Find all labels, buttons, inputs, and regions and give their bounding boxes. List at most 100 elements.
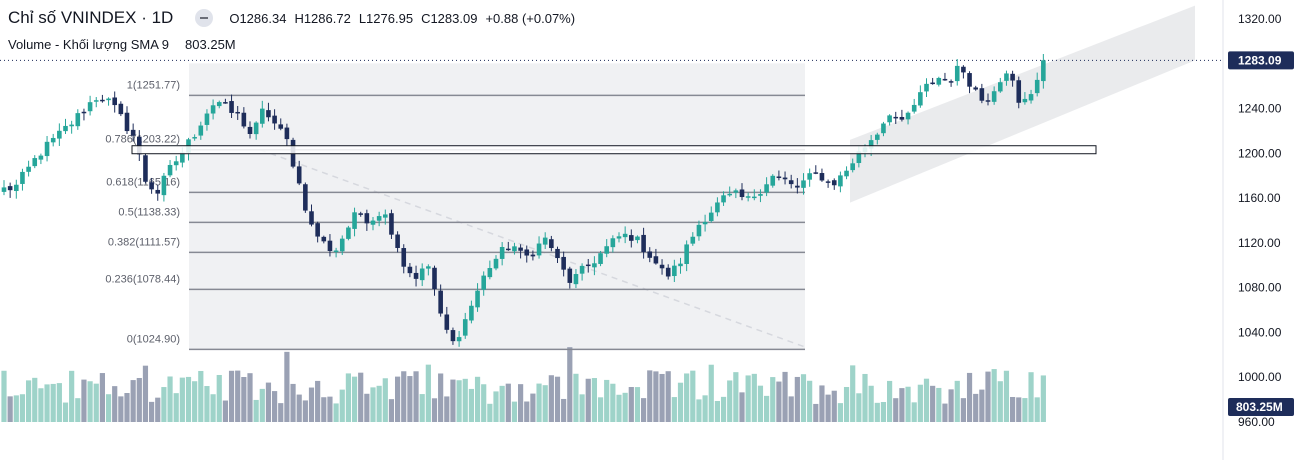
candle-down[interactable]: [143, 155, 148, 182]
candle-up[interactable]: [1041, 60, 1046, 82]
candle-up[interactable]: [87, 102, 93, 112]
candle-up[interactable]: [881, 123, 886, 134]
candle-up[interactable]: [616, 236, 622, 239]
candle-down[interactable]: [825, 181, 831, 183]
candle-down[interactable]: [788, 180, 794, 185]
candle-down[interactable]: [665, 267, 671, 277]
candle-up[interactable]: [1022, 98, 1028, 103]
candle-up[interactable]: [419, 268, 425, 281]
candle-down[interactable]: [149, 182, 154, 190]
candle-down[interactable]: [112, 97, 117, 106]
candle-up[interactable]: [20, 171, 25, 184]
candle-up[interactable]: [684, 244, 689, 264]
candle-up[interactable]: [475, 290, 480, 308]
candle-down[interactable]: [973, 87, 978, 90]
candle-down[interactable]: [549, 239, 554, 249]
candle-up[interactable]: [1004, 73, 1009, 81]
candle-up[interactable]: [26, 166, 31, 172]
candle-down[interactable]: [413, 272, 419, 279]
rectangle-drawing[interactable]: [131, 145, 1097, 155]
candle-down[interactable]: [782, 177, 788, 180]
candle-up[interactable]: [50, 137, 56, 143]
candle-up[interactable]: [672, 265, 677, 277]
candle-up[interactable]: [260, 108, 265, 124]
candle-down[interactable]: [130, 129, 136, 136]
candle-up[interactable]: [63, 125, 68, 132]
candle-down[interactable]: [629, 235, 634, 241]
candle-down[interactable]: [659, 264, 665, 269]
candle-up[interactable]: [333, 250, 339, 253]
candle-up[interactable]: [708, 212, 714, 222]
candle-up[interactable]: [1, 187, 7, 192]
candle-down[interactable]: [561, 256, 566, 270]
candle-up[interactable]: [536, 243, 542, 256]
candle-down[interactable]: [266, 110, 271, 118]
candle-up[interactable]: [850, 163, 855, 171]
candle-up[interactable]: [764, 184, 769, 193]
candle-up[interactable]: [426, 266, 431, 269]
candle-up[interactable]: [998, 82, 1003, 92]
candle-up[interactable]: [936, 77, 942, 85]
candle-up[interactable]: [339, 238, 345, 252]
candle-up[interactable]: [911, 104, 917, 112]
candle-down[interactable]: [278, 124, 284, 129]
candle-up[interactable]: [604, 246, 609, 254]
candle-down[interactable]: [81, 111, 87, 114]
candle-down[interactable]: [942, 78, 948, 81]
candle-up[interactable]: [493, 258, 499, 269]
candle-up[interactable]: [69, 124, 74, 127]
candle-down[interactable]: [567, 268, 573, 283]
candle-up[interactable]: [106, 98, 111, 101]
candle-up[interactable]: [383, 214, 388, 218]
candle-up[interactable]: [905, 112, 911, 120]
candle-down[interactable]: [653, 256, 659, 264]
candle-up[interactable]: [93, 100, 99, 102]
candle-up[interactable]: [678, 263, 683, 267]
candle-up[interactable]: [75, 113, 81, 127]
candle-up[interactable]: [598, 253, 603, 264]
candle-down[interactable]: [364, 213, 370, 224]
candle-down[interactable]: [7, 186, 13, 191]
candle-down[interactable]: [1016, 80, 1022, 103]
candle-down[interactable]: [247, 126, 253, 134]
candle-down[interactable]: [272, 115, 277, 124]
candle-up[interactable]: [690, 236, 696, 244]
candle-down[interactable]: [296, 166, 302, 184]
candle-up[interactable]: [610, 238, 616, 248]
candle-down[interactable]: [893, 116, 899, 119]
candle-up[interactable]: [924, 83, 929, 92]
candle-up[interactable]: [807, 173, 812, 180]
candle-up[interactable]: [370, 220, 376, 225]
candle-down[interactable]: [407, 266, 413, 274]
candle-down[interactable]: [438, 290, 443, 314]
candle-up[interactable]: [918, 92, 923, 106]
candle-down[interactable]: [309, 211, 314, 225]
candle-up[interactable]: [38, 155, 44, 160]
candle-up[interactable]: [44, 141, 50, 157]
candle-up[interactable]: [204, 113, 210, 125]
candle-up[interactable]: [721, 195, 726, 203]
candle-up[interactable]: [758, 194, 763, 196]
candle-up[interactable]: [702, 221, 708, 225]
candle-down[interactable]: [555, 248, 560, 259]
candle-up[interactable]: [752, 196, 757, 199]
candle-up[interactable]: [487, 268, 493, 278]
candle-up[interactable]: [696, 224, 702, 237]
candle-down[interactable]: [899, 116, 905, 120]
candle-up[interactable]: [622, 233, 628, 238]
candle-up[interactable]: [253, 122, 259, 135]
candle-down[interactable]: [961, 66, 966, 73]
candle-down[interactable]: [948, 81, 954, 83]
candle-down[interactable]: [506, 248, 511, 251]
candle-down[interactable]: [100, 99, 105, 102]
candle-up[interactable]: [32, 158, 38, 167]
candle-down[interactable]: [389, 213, 394, 235]
candle-down[interactable]: [776, 176, 782, 178]
candle-down[interactable]: [518, 247, 523, 251]
candle-up[interactable]: [512, 246, 517, 252]
candle-down[interactable]: [585, 264, 591, 267]
candle-up[interactable]: [838, 175, 843, 187]
candle-up[interactable]: [173, 161, 179, 166]
candle-down[interactable]: [284, 127, 290, 140]
